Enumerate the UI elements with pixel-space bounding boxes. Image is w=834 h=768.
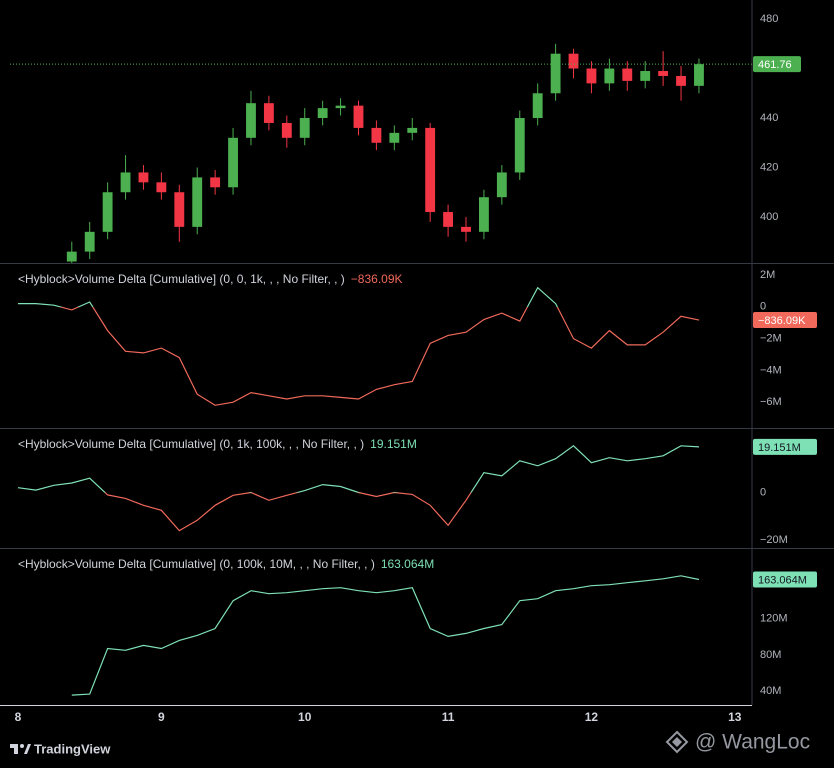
last-value-box [753, 56, 801, 73]
candle-body [84, 231, 95, 252]
candle-body [210, 177, 221, 188]
line [17, 445, 700, 532]
candle-body [622, 68, 633, 81]
title-value: −836.09K [351, 272, 403, 286]
candle-body [138, 172, 149, 183]
y-tick-label: −20M [760, 534, 788, 546]
candle-body [407, 127, 418, 133]
last-value-label: −836.09K [758, 315, 806, 327]
candle-body [568, 53, 579, 69]
y-tick-label: −2M [760, 332, 782, 344]
x-tick-label: 12 [585, 710, 599, 724]
last-value-box [753, 571, 817, 588]
candle-body [532, 93, 543, 119]
x-tick-label: 8 [15, 710, 22, 724]
candle-body [120, 172, 131, 193]
candle-body [263, 103, 274, 123]
pane-title: <Hyblock>Volume Delta [Cumulative] (0, 1… [18, 437, 417, 451]
candle-body [156, 182, 167, 193]
brand: TradingView [34, 741, 111, 756]
candle-body [246, 103, 256, 138]
last-value-label: 461.76 [758, 59, 792, 71]
pane-title: <Hyblock>Volume Delta [Cumulative] (0, 0… [18, 272, 403, 286]
candle-body [102, 192, 113, 232]
pane [66, 43, 704, 263]
pane [71, 575, 700, 696]
y-tick-label: 2M [760, 269, 775, 281]
candle-body [335, 105, 346, 109]
y-tick-label: −6M [760, 396, 782, 408]
x-tick-label: 10 [298, 710, 312, 724]
title-value: 19.151M [370, 437, 417, 451]
y-tick-label: 420 [760, 161, 778, 173]
y-tick-label: 40M [760, 685, 781, 697]
candle-body [604, 68, 615, 84]
y-tick-label: 0 [760, 301, 766, 313]
candle-body [371, 127, 382, 143]
candle-body [586, 68, 597, 84]
last-value-box [753, 312, 817, 329]
candle-body [461, 226, 471, 232]
candle-body [694, 64, 704, 86]
title: <Hyblock>Volume Delta [Cumulative] (0, 0… [18, 272, 345, 286]
candle-body [299, 118, 310, 138]
candle-body [443, 212, 454, 227]
last-value-label: 19.151M [758, 442, 801, 454]
title-value: 163.064M [381, 557, 434, 571]
watermark-logo [665, 730, 689, 754]
candle-body [496, 172, 507, 198]
title: <Hyblock>Volume Delta [Cumulative] (0, 1… [18, 557, 375, 571]
pane [17, 445, 700, 532]
candle-body [425, 127, 436, 213]
candle-body [640, 71, 651, 81]
y-tick-label: 80M [760, 649, 781, 661]
candle-body [66, 251, 77, 262]
candle-body [317, 108, 328, 119]
candle-body [479, 197, 489, 232]
x-tick-label: 9 [158, 710, 165, 724]
line [18, 286, 700, 406]
y-tick-label: 480 [760, 13, 778, 25]
x-tick-label: 13 [728, 710, 742, 724]
candle-body [228, 137, 238, 188]
candle-body [389, 132, 400, 143]
candle-body [550, 53, 561, 94]
candle-body [192, 177, 203, 227]
watermark: @ WangLoc [695, 731, 810, 754]
x-tick-label: 11 [442, 710, 455, 724]
y-tick-label: −4M [760, 364, 782, 376]
title: <Hyblock>Volume Delta [Cumulative] (0, 1… [18, 437, 364, 451]
candle-body [658, 71, 669, 76]
tradingview-logo [10, 744, 31, 754]
candle-body [281, 122, 292, 138]
candle-body [676, 75, 686, 86]
last-value-label: 163.064M [758, 574, 807, 586]
y-tick-label: 440 [760, 112, 778, 124]
pane [18, 286, 700, 406]
candle-body [174, 192, 185, 227]
y-tick-label: 120M [760, 612, 788, 624]
candle-body [353, 105, 364, 128]
candle-body [514, 118, 525, 173]
footer [0, 731, 834, 768]
pane-title: <Hyblock>Volume Delta [Cumulative] (0, 1… [18, 557, 434, 571]
y-tick-label: 0 [760, 486, 766, 498]
last-value-box [753, 438, 817, 455]
y-tick-label: 400 [760, 211, 778, 223]
line [71, 575, 700, 696]
